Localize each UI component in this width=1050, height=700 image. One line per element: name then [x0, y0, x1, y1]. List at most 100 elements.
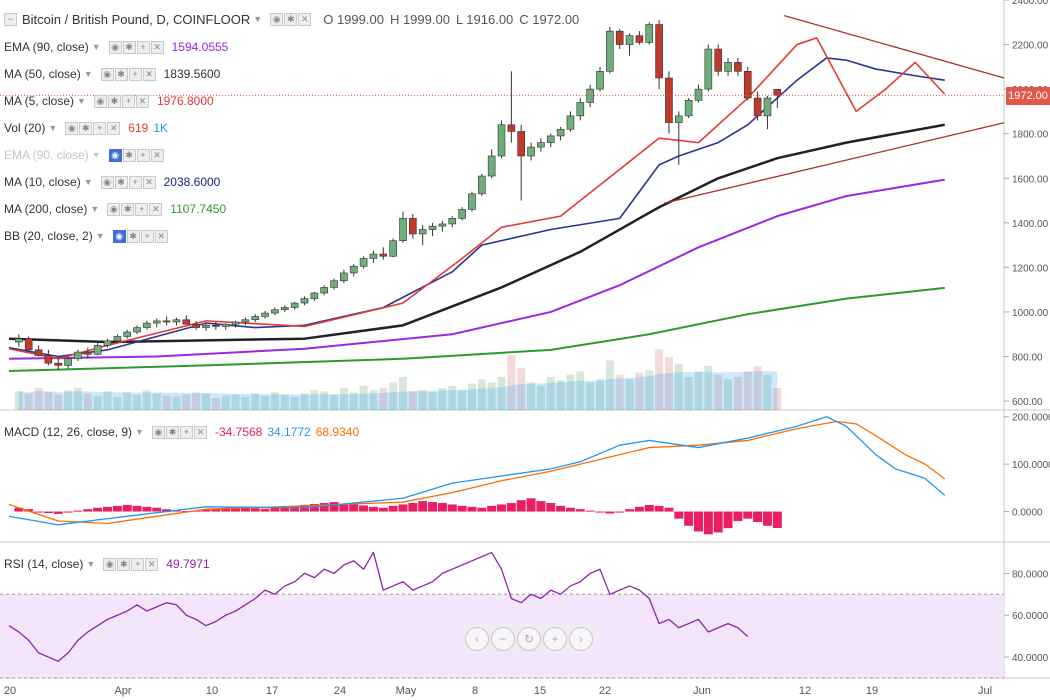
- chevron-down-icon[interactable]: ▼: [91, 150, 101, 160]
- eye-icon[interactable]: ◉: [107, 202, 121, 216]
- close-icon[interactable]: ✕: [298, 12, 312, 26]
- close-icon[interactable]: ✕: [142, 67, 156, 81]
- macd-hist-bar: [201, 509, 211, 512]
- eye-icon[interactable]: ◉: [108, 148, 122, 162]
- eye-icon[interactable]: ◉: [151, 425, 165, 439]
- macd-hist-bar: [290, 505, 300, 512]
- close-icon[interactable]: ✕: [149, 202, 163, 216]
- close-icon[interactable]: ✕: [107, 121, 121, 135]
- macd-hist-bar: [733, 511, 743, 522]
- rsi-tools: ◉ ✱ + ✕: [103, 557, 159, 571]
- time-tick-label: 10: [206, 685, 218, 697]
- close-icon[interactable]: ✕: [145, 557, 159, 571]
- eye-icon[interactable]: ◉: [65, 121, 79, 135]
- eye-icon[interactable]: ◉: [112, 229, 126, 243]
- chevron-down-icon[interactable]: ▼: [83, 69, 93, 79]
- chevron-down-icon[interactable]: ▼: [135, 427, 144, 437]
- chevron-down-icon[interactable]: ▼: [253, 14, 263, 24]
- macd-hist-bar: [634, 506, 644, 512]
- macd-hist-bar: [772, 511, 782, 529]
- close-icon[interactable]: ✕: [150, 40, 164, 54]
- add-icon[interactable]: +: [136, 40, 150, 54]
- gear-icon[interactable]: ✱: [126, 229, 140, 243]
- volume-bar: [113, 396, 122, 410]
- eye-icon[interactable]: ◉: [100, 175, 114, 189]
- macd-hist-bar: [447, 504, 457, 512]
- candle-body: [349, 265, 358, 274]
- candle-body: [241, 319, 250, 323]
- chevron-down-icon[interactable]: ▼: [91, 42, 101, 52]
- gear-icon[interactable]: ✱: [165, 425, 179, 439]
- gear-icon[interactable]: ✱: [122, 148, 136, 162]
- macd-hist-bar: [753, 511, 763, 522]
- eye-icon[interactable]: ◉: [270, 12, 284, 26]
- gear-icon[interactable]: ✱: [114, 175, 128, 189]
- candle-body: [606, 30, 614, 72]
- candle-body: [271, 309, 279, 314]
- gear-icon[interactable]: ✱: [107, 94, 121, 108]
- add-icon[interactable]: +: [128, 67, 142, 81]
- candle-body: [537, 142, 545, 148]
- ohlc-high: H 1999.00: [389, 11, 450, 27]
- indicator-label: MA (5, close): [4, 94, 75, 108]
- macd-hist-bar: [93, 507, 103, 512]
- chevron-down-icon[interactable]: ▼: [77, 96, 86, 106]
- eye-icon[interactable]: ◉: [100, 67, 114, 81]
- zoom-in-button[interactable]: +: [543, 627, 567, 651]
- macd-signal-line: [8, 420, 946, 525]
- scroll-right-button[interactable]: ›: [569, 627, 593, 651]
- zoom-out-button[interactable]: −: [491, 627, 515, 651]
- candle-body: [84, 351, 92, 355]
- gear-icon[interactable]: ✱: [121, 202, 135, 216]
- gear-icon[interactable]: ✱: [114, 67, 128, 81]
- add-icon[interactable]: +: [93, 121, 107, 135]
- gear-icon[interactable]: ✱: [79, 121, 93, 135]
- indicator-row: EMA (90, close) ▼ ◉ ✱ + ✕: [4, 145, 164, 165]
- scroll-left-button[interactable]: ‹: [465, 627, 489, 651]
- add-icon[interactable]: +: [128, 175, 142, 189]
- add-icon[interactable]: +: [179, 425, 193, 439]
- eye-icon[interactable]: ◉: [93, 94, 107, 108]
- candle-body: [152, 320, 161, 324]
- price-tick-label: 1000.00: [1012, 308, 1049, 319]
- close-icon[interactable]: ✕: [135, 94, 149, 108]
- add-icon[interactable]: +: [121, 94, 135, 108]
- ma5-line: [8, 37, 946, 360]
- volume-bar: [576, 371, 585, 410]
- candle-body: [409, 218, 417, 235]
- volume-bar: [674, 363, 683, 410]
- close-icon[interactable]: ✕: [142, 175, 156, 189]
- add-icon[interactable]: +: [140, 229, 154, 243]
- gear-icon[interactable]: ✱: [122, 40, 136, 54]
- volume-bar: [24, 393, 33, 410]
- gear-icon[interactable]: ✱: [117, 557, 131, 571]
- chevron-down-icon[interactable]: ▼: [90, 204, 100, 214]
- candle-body: [399, 218, 407, 241]
- eye-icon[interactable]: ◉: [103, 557, 117, 571]
- macd-hist-bar: [103, 506, 112, 512]
- add-icon[interactable]: +: [131, 557, 145, 571]
- collapse-icon[interactable]: −: [4, 12, 17, 26]
- add-icon[interactable]: +: [136, 148, 150, 162]
- candle-body: [261, 312, 269, 317]
- chevron-down-icon[interactable]: ▼: [48, 123, 58, 133]
- volume-bar: [428, 392, 437, 410]
- volume-bar: [438, 388, 447, 410]
- volume-bar: [34, 388, 43, 410]
- macd-hist-bar: [152, 507, 162, 512]
- close-icon[interactable]: ✕: [193, 425, 207, 439]
- close-icon[interactable]: ✕: [154, 229, 168, 243]
- reset-button[interactable]: ↻: [517, 627, 541, 651]
- add-icon[interactable]: +: [135, 202, 149, 216]
- close-icon[interactable]: ✕: [150, 148, 164, 162]
- eye-icon[interactable]: ◉: [108, 40, 122, 54]
- chevron-down-icon[interactable]: ▼: [95, 231, 105, 241]
- candle-body: [714, 48, 723, 72]
- candle-body: [202, 325, 210, 328]
- chevron-down-icon[interactable]: ▼: [83, 177, 93, 187]
- gear-icon[interactable]: ✱: [284, 12, 298, 26]
- price-tick-label: 1200.00: [1012, 263, 1049, 274]
- chevron-down-icon[interactable]: ▼: [86, 559, 96, 569]
- rsi-legend: RSI (14, close) ▼ ◉ ✱ + ✕ 49.7971: [4, 554, 210, 574]
- indicator-row: BB (20, close, 2) ▼ ◉ ✱ + ✕: [4, 226, 168, 246]
